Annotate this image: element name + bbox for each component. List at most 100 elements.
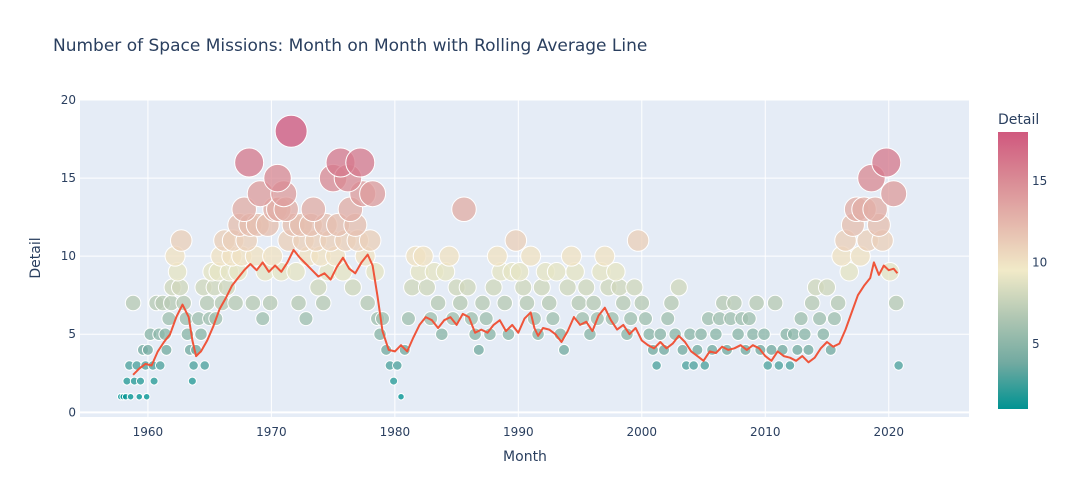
data-point (452, 294, 469, 312)
data-point (358, 229, 382, 252)
data-point (227, 294, 244, 312)
data-point (392, 360, 403, 371)
data-point (776, 343, 789, 356)
x-tick-label: 1970 (256, 425, 287, 439)
colorbar-tick-label: 10 (1032, 255, 1047, 269)
data-point (231, 196, 257, 223)
y-axis-label: Detail (28, 237, 44, 278)
data-point (359, 294, 376, 312)
data-point (625, 278, 644, 297)
data-point (149, 376, 159, 386)
y-tick-label: 5 (68, 327, 76, 341)
data-point (816, 327, 831, 341)
x-tick-labels: 1960 1970 1980 1990 2000 2010 2020 (133, 425, 904, 439)
data-point (577, 278, 596, 297)
data-point (359, 180, 387, 208)
x-axis-label: Month (503, 449, 547, 465)
data-point (438, 245, 460, 267)
data-point (669, 278, 688, 297)
data-point (155, 360, 166, 371)
data-point (309, 278, 328, 297)
chart-title: Number of Space Missions: Month on Month… (53, 36, 647, 56)
data-point (244, 294, 262, 312)
data-point (136, 376, 146, 386)
data-point (773, 360, 785, 371)
data-point (585, 294, 602, 312)
data-point (520, 245, 542, 267)
data-point (871, 147, 902, 178)
data-point (389, 376, 399, 386)
colorbar-tick-label: 15 (1032, 174, 1047, 188)
data-point (660, 311, 676, 327)
data-point (375, 311, 391, 327)
x-tick-label: 1960 (133, 425, 164, 439)
data-point (826, 311, 842, 327)
data-point (496, 294, 513, 312)
data-point (472, 343, 485, 356)
data-point (412, 245, 434, 267)
colorbar-title: Detail (998, 112, 1039, 128)
data-point (731, 327, 745, 341)
data-point (560, 245, 582, 267)
data-point (798, 327, 812, 341)
data-point (818, 278, 837, 297)
data-point (880, 180, 908, 208)
data-point (615, 294, 632, 312)
data-point (486, 245, 508, 267)
data-point (623, 311, 639, 327)
data-point (255, 311, 271, 327)
colorbar (998, 132, 1028, 409)
data-point (583, 327, 597, 341)
data-point (594, 245, 616, 267)
data-point (397, 392, 405, 401)
data-point (124, 294, 142, 312)
data-point (532, 278, 551, 297)
data-point (793, 311, 809, 327)
data-point (451, 196, 477, 223)
data-point (187, 376, 197, 386)
data-point (653, 327, 668, 341)
data-point (429, 294, 447, 312)
x-tick-label: 2000 (627, 425, 658, 439)
x-tick-label: 2010 (750, 425, 781, 439)
data-point (274, 114, 308, 148)
data-point (663, 294, 680, 312)
data-point (263, 163, 292, 193)
x-tick-label: 1990 (503, 425, 534, 439)
data-point (122, 376, 132, 386)
data-point (518, 294, 536, 312)
data-point (540, 294, 558, 312)
data-point (726, 294, 743, 312)
data-point (748, 294, 765, 312)
data-point (135, 392, 144, 401)
data-point (262, 245, 284, 267)
data-point (741, 311, 757, 327)
data-point (435, 327, 449, 341)
data-point (300, 196, 327, 223)
y-tick-labels: 0 5 10 15 20 (61, 93, 76, 419)
data-point (298, 311, 314, 327)
data-point (633, 294, 651, 312)
data-point (345, 147, 376, 178)
data-point (766, 294, 784, 312)
data-point (829, 294, 847, 312)
rolling-average-line (132, 248, 899, 376)
data-point (400, 311, 416, 327)
data-point (217, 278, 236, 297)
y-tick-label: 0 (68, 405, 76, 419)
data-point (570, 294, 588, 312)
data-point (160, 343, 173, 356)
data-point (290, 294, 307, 312)
data-point (757, 327, 771, 341)
rolling-average (132, 248, 899, 376)
data-point (545, 311, 561, 327)
data-point (141, 343, 154, 356)
data-point (188, 360, 199, 371)
data-point (620, 327, 634, 341)
data-point (676, 343, 689, 356)
x-tick-label: 2020 (873, 425, 904, 439)
data-point (651, 360, 662, 371)
data-point (694, 327, 708, 341)
